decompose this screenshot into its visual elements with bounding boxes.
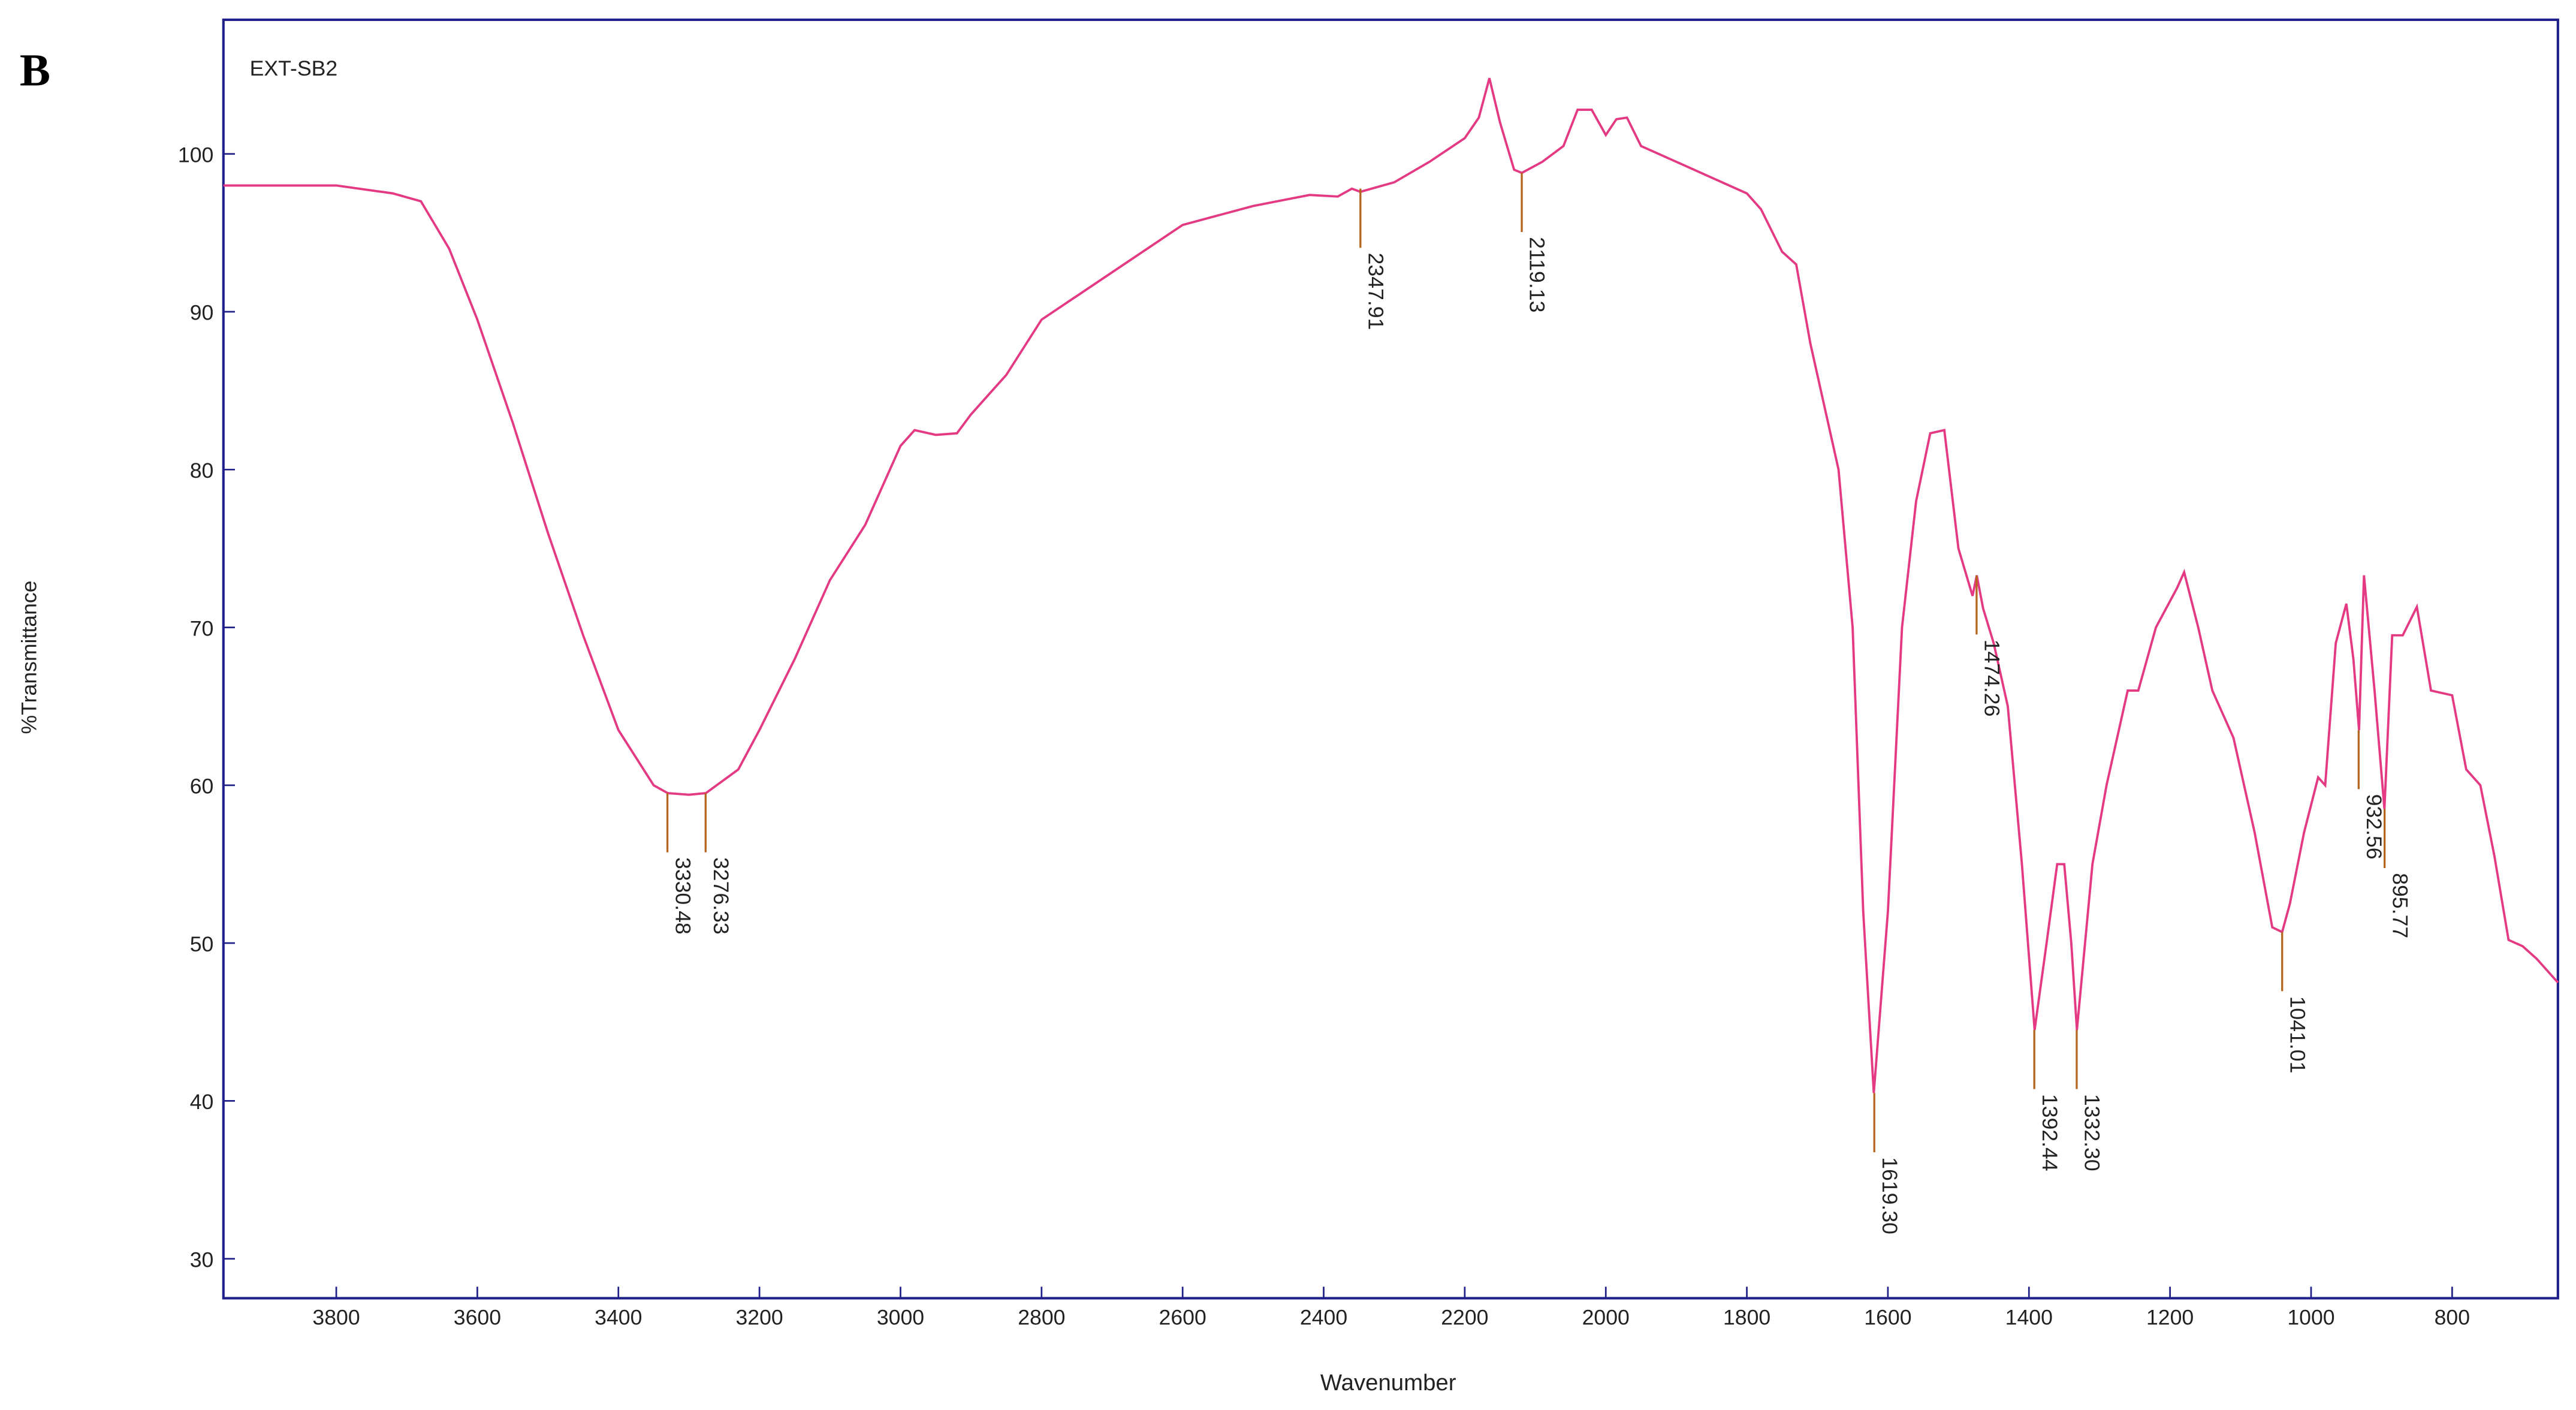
x-axis-label: Wavenumber (1320, 1370, 1456, 1396)
peak-label: 3330.48 (671, 857, 695, 935)
y-tick-label: 40 (190, 1090, 214, 1114)
y-tick-label: 90 (190, 301, 214, 325)
x-tick-label: 3400 (595, 1305, 642, 1329)
spectrum-line (223, 77, 2559, 1093)
peak-label: 2119.13 (1525, 237, 1549, 312)
y-tick-label: 100 (178, 143, 213, 167)
y-tick-label: 50 (190, 932, 214, 956)
sample-label: EXT-SB2 (250, 56, 338, 80)
peak-label: 1619.30 (1878, 1157, 1902, 1234)
x-tick-label: 3600 (454, 1305, 501, 1329)
y-axis-label: %Transmittance (17, 580, 41, 734)
peak-label: 932.56 (2362, 794, 2386, 860)
x-tick-label: 1200 (2146, 1305, 2194, 1329)
x-tick-label: 800 (2435, 1305, 2470, 1329)
x-tick-label: 3000 (877, 1305, 924, 1329)
x-tick-label: 2800 (1018, 1305, 1065, 1329)
plot-frame (222, 18, 2559, 1300)
peak-label: 1474.26 (1980, 640, 2004, 717)
peak-label: 3276.33 (709, 857, 733, 935)
panel-label: B (20, 45, 50, 96)
x-tick-label: 2600 (1159, 1305, 1206, 1329)
x-tick-label: 1400 (2005, 1305, 2053, 1329)
x-tick-label: 1800 (1723, 1305, 1770, 1329)
y-tick-label: 80 (190, 459, 214, 483)
x-tick-label: 3800 (312, 1305, 360, 1329)
peak-label: 895.77 (2388, 873, 2412, 938)
peak-label: 2347.91 (1364, 253, 1388, 330)
y-tick-label: 30 (190, 1248, 214, 1272)
peak-label: 1332.30 (2080, 1094, 2104, 1171)
x-tick-label: 2000 (1582, 1305, 1630, 1329)
y-tick-label: 60 (190, 775, 214, 799)
peak-label: 1041.01 (2285, 996, 2309, 1074)
peak-label: 1392.44 (2038, 1094, 2062, 1171)
x-tick-label: 2400 (1300, 1305, 1347, 1329)
x-tick-label: 3200 (735, 1305, 783, 1329)
y-tick-label: 70 (190, 616, 214, 640)
x-tick-label: 2200 (1441, 1305, 1488, 1329)
x-tick-label: 1000 (2287, 1305, 2334, 1329)
x-tick-label: 1600 (1864, 1305, 1911, 1329)
